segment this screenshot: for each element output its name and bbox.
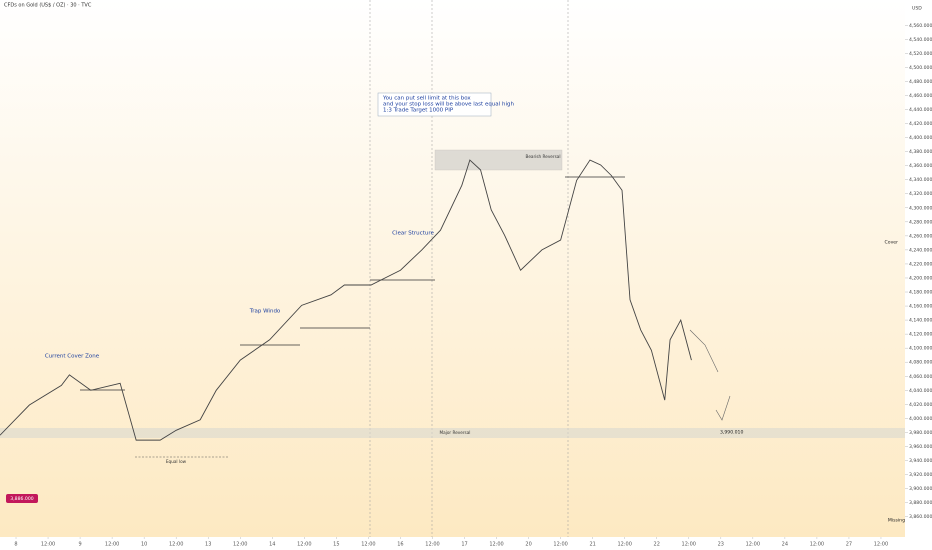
x-tick-label: 12:00: [617, 542, 631, 548]
x-tick-label: 12:00: [746, 542, 760, 548]
x-tick-label: 12:00: [169, 542, 183, 548]
major-reversal-zone: [0, 428, 905, 438]
x-tick-label: 27: [846, 542, 852, 548]
x-tick-label: 24: [782, 542, 788, 548]
annotation: You can put sell limit at this box: [382, 96, 471, 102]
y-tick-label: 4,180.000: [909, 290, 932, 296]
x-tick-label: 12:00: [297, 542, 311, 548]
y-tick-label: 4,040.000: [909, 388, 932, 394]
y-tick-label: 4,460.000: [909, 93, 932, 99]
x-tick-label: 22: [654, 542, 660, 548]
x-tick-label: 9: [78, 542, 81, 548]
x-tick-label: 10: [141, 542, 147, 548]
y-tick-label: 4,020.000: [909, 402, 932, 408]
price-tag: Cover: [885, 240, 899, 246]
annotation: Clear Structure: [392, 231, 434, 237]
annotation: Current Cover Zone: [45, 354, 100, 360]
y-tick-label: 3,900.000: [909, 486, 932, 492]
y-tick-label: 4,000.000: [909, 416, 932, 422]
callout-box: [377, 92, 492, 117]
bearish-reversal-box: [434, 149, 563, 171]
x-tick-label: 8: [14, 542, 17, 548]
price-axis: [905, 0, 932, 550]
annotation: 1:3 Trade Target 1000 PIP: [383, 108, 454, 114]
annotation: Trap Windo: [249, 309, 281, 315]
y-tick-label: 4,400.000: [909, 135, 932, 141]
y-tick-label: 3,940.000: [909, 458, 932, 464]
x-tick-label: 13: [205, 542, 211, 548]
price-tag: 3,990.010: [720, 430, 743, 436]
price-tag: 3,886.000: [10, 496, 33, 502]
x-tick-label: 21: [589, 542, 595, 548]
x-tick-label: 12:00: [41, 542, 55, 548]
y-tick-label: 4,520.000: [909, 51, 932, 57]
price-line: [0, 159, 692, 441]
x-tick-label: 14: [269, 542, 275, 548]
annotation: Equal low: [166, 459, 187, 464]
y-tick-label: 4,340.000: [909, 177, 932, 183]
y-tick-label: 3,960.000: [909, 444, 932, 450]
x-tick-label: 12:00: [874, 542, 888, 548]
y-tick-label: 3,980.000: [909, 430, 932, 436]
annotation: Major Reversal: [440, 430, 471, 435]
y-tick-label: 3,920.000: [909, 472, 932, 478]
x-tick-label: 17: [461, 542, 467, 548]
y-tick-label: 3,880.000: [909, 500, 932, 506]
price-tag-bg: [6, 494, 38, 503]
y-tick-label: 4,240.000: [909, 247, 932, 253]
y-tick-label: 4,260.000: [909, 233, 932, 239]
projection: [715, 395, 731, 421]
y-tick-label: 4,320.000: [909, 191, 932, 197]
y-tick-label: 4,080.000: [909, 360, 932, 366]
y-tick-label: 4,360.000: [909, 163, 932, 169]
y-tick-label: 4,200.000: [909, 275, 932, 281]
currency: USD: [912, 6, 922, 12]
x-tick-label: 12:00: [105, 542, 119, 548]
y-tick-label: 4,380.000: [909, 149, 932, 155]
y-tick-label: 4,280.000: [909, 219, 932, 225]
x-tick-label: 20: [525, 542, 531, 548]
annotation: Bearish Reversal: [525, 154, 560, 159]
x-tick-label: 12:00: [361, 542, 375, 548]
y-tick-label: 4,500.000: [909, 65, 932, 71]
projection: [689, 329, 719, 373]
y-tick-label: 4,220.000: [909, 261, 932, 267]
y-tick-label: 4,160.000: [909, 304, 932, 310]
chart-title: CFDs on Gold (US$ / OZ) · 30 · TVC: [4, 3, 92, 9]
x-tick-label: 23: [718, 542, 724, 548]
x-tick-label: 16: [397, 542, 403, 548]
y-tick-label: 4,140.000: [909, 318, 932, 324]
x-tick-label: 12:00: [489, 542, 503, 548]
annotation: and your stop loss will be above last eq…: [383, 102, 514, 108]
price-tag: Missing: [888, 518, 905, 524]
x-tick-label: 12:00: [810, 542, 824, 548]
y-tick-label: 4,560.000: [909, 23, 932, 29]
plot-background: [0, 0, 905, 537]
y-tick-label: 4,300.000: [909, 205, 932, 211]
y-tick-label: 4,100.000: [909, 346, 932, 352]
y-tick-label: 4,440.000: [909, 107, 932, 113]
y-tick-label: 4,420.000: [909, 121, 932, 127]
time-axis: [0, 537, 905, 550]
x-tick-label: 15: [333, 542, 339, 548]
y-tick-label: 4,060.000: [909, 374, 932, 380]
y-tick-label: 4,120.000: [909, 332, 932, 338]
x-tick-label: 12:00: [682, 542, 696, 548]
y-tick-label: 4,480.000: [909, 79, 932, 85]
x-tick-label: 12:00: [425, 542, 439, 548]
x-tick-label: 12:00: [233, 542, 247, 548]
x-tick-label: 12:00: [553, 542, 567, 548]
y-tick-label: 3,860.000: [909, 514, 932, 520]
y-tick-label: 4,540.000: [909, 37, 932, 43]
